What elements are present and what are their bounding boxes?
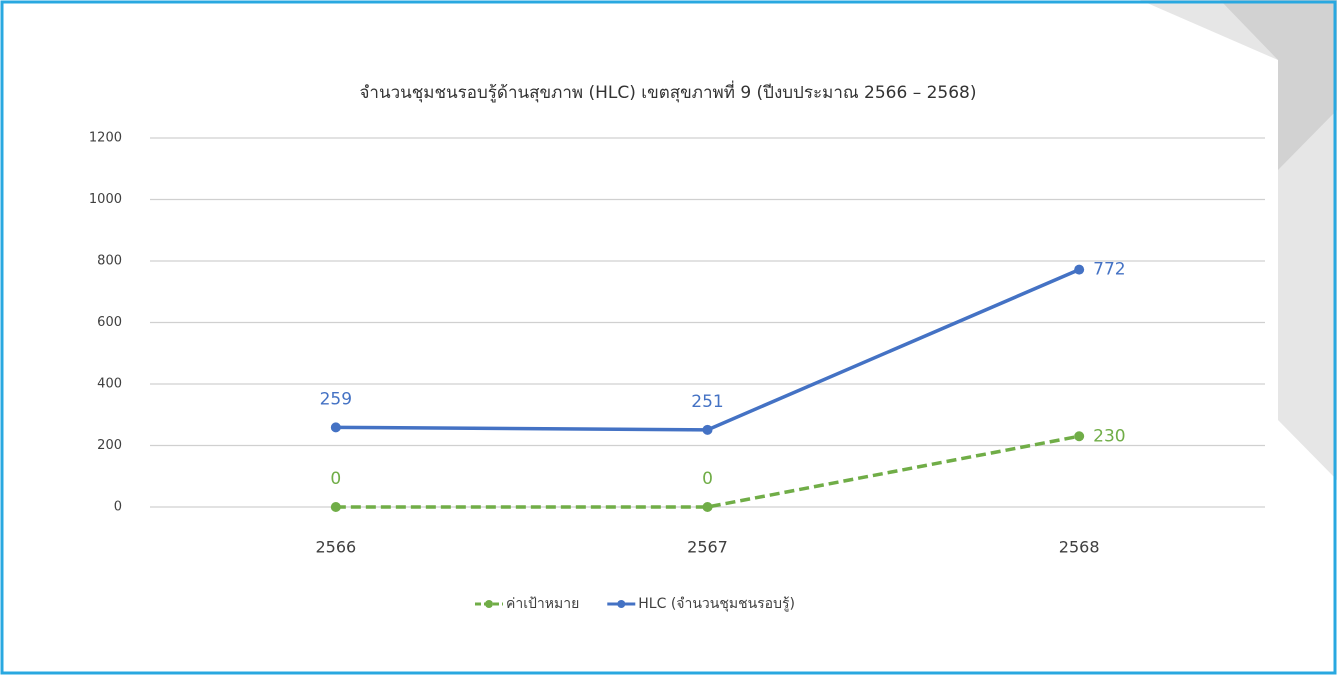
x-tick-label: 2566	[315, 538, 356, 557]
decoration	[1220, 0, 1337, 170]
marker	[330, 422, 341, 433]
plot-panel	[30, 60, 1278, 640]
y-tick-label: 1000	[89, 192, 122, 207]
y-tick-label: 400	[97, 377, 122, 392]
y-tick-label: 0	[114, 500, 122, 515]
marker	[330, 502, 341, 512]
marker	[1074, 431, 1085, 442]
y-tick-label: 600	[97, 315, 122, 330]
legend-label: ค่าเป้าหมาย	[506, 596, 579, 612]
data-label: 0	[702, 469, 713, 489]
y-tick-label: 800	[97, 254, 122, 269]
legend-marker	[485, 600, 493, 608]
x-tick-label: 2567	[687, 538, 728, 557]
x-tick-label: 2568	[1059, 538, 1100, 557]
data-label: 230	[1093, 426, 1125, 446]
data-label: 251	[691, 392, 723, 412]
line	[335, 434, 1080, 509]
data-label: 772	[1093, 260, 1125, 280]
marker	[702, 424, 713, 435]
y-tick-label: 200	[97, 438, 122, 453]
marker	[702, 502, 713, 512]
y-tick-label: 1200	[89, 131, 122, 146]
data-label: 259	[320, 389, 352, 409]
legend-marker	[617, 600, 626, 608]
chart-title: จำนวนชุมชนรอบรู้ด้านสุขภาพ (HLC) เขตสุขภ…	[359, 80, 976, 103]
marker	[1074, 264, 1085, 275]
data-label: 0	[330, 469, 341, 489]
legend-label: HLC (จำนวนชุมชนรอบรู้)	[638, 596, 795, 612]
